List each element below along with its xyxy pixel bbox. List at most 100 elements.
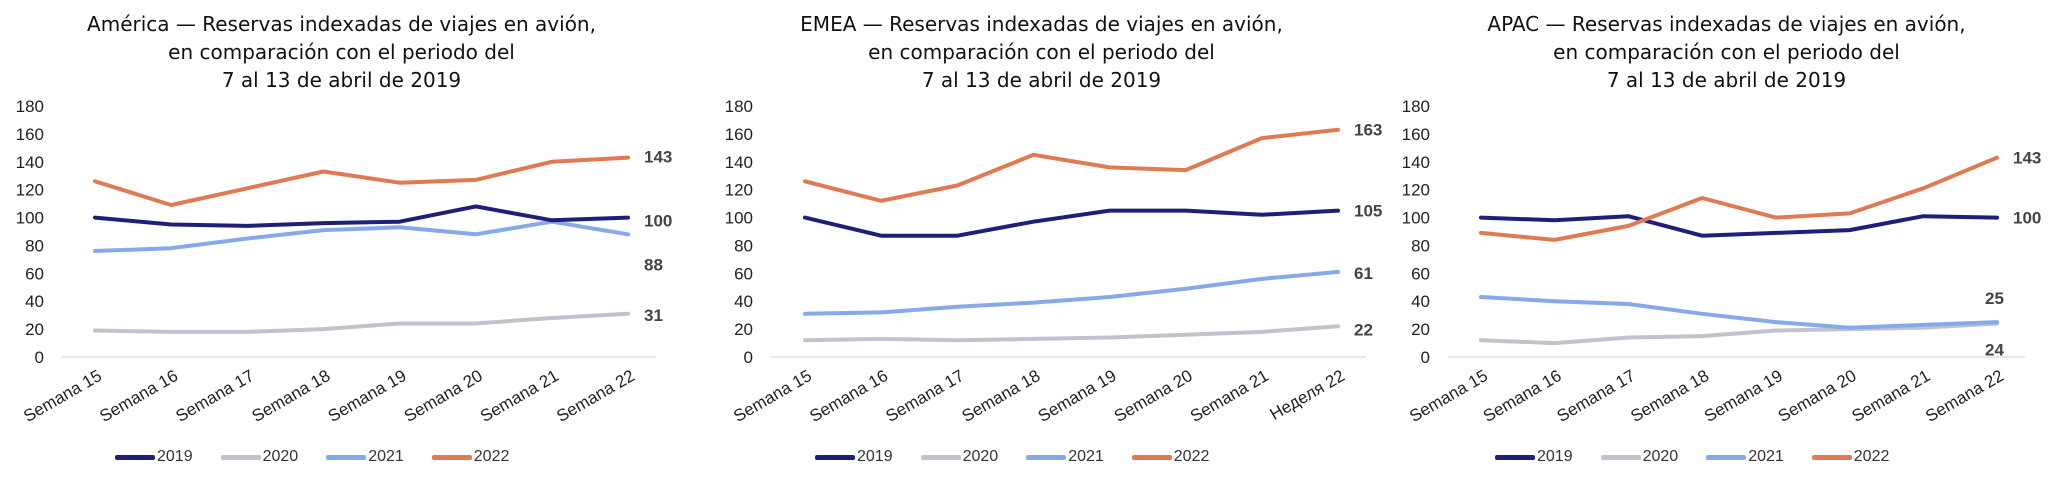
legend-item-2022: 2022: [1131, 448, 1209, 466]
legend-swatch: [1600, 454, 1641, 460]
legend-swatch: [115, 454, 155, 460]
chart-title-line: APAC — Reservas indexadas de viajes en a…: [1487, 12, 1966, 36]
chart-title: América — Reservas indexadas de viajes e…: [0, 10, 683, 94]
chart-panel-apac: APAC — Reservas indexadas de viajes en a…: [1385, 0, 2048, 500]
legend-item-2021: 2021: [326, 448, 404, 466]
y-tick-label: 20: [1411, 320, 1430, 339]
y-tick-label: 20: [25, 320, 44, 339]
series-line-2021: [1479, 295, 1999, 330]
x-tick-label: Semana 18: [1627, 366, 1712, 426]
series-line-2019: [803, 208, 1340, 238]
data-label-2022: 163: [1354, 121, 1382, 140]
y-tick-label: 40: [25, 292, 44, 311]
x-tick-label: Semana 21: [477, 366, 562, 426]
chart-panel-america: América — Reservas indexadas de viajes e…: [0, 0, 683, 500]
legend-swatch: [1495, 454, 1535, 460]
y-tick-label: 140: [1402, 153, 1430, 172]
x-tick-label: Semana 21: [1187, 366, 1272, 426]
data-label-2020: 31: [644, 306, 663, 325]
y-tick-label: 60: [1411, 264, 1430, 283]
series-line-2022: [1479, 155, 1999, 242]
legend-swatch: [220, 454, 261, 460]
y-tick-label: 80: [1411, 236, 1430, 255]
data-label-2019: 100: [2013, 209, 2041, 228]
chart-panel-emea: EMEA — Reservas indexadas de viajes en a…: [700, 0, 1383, 500]
y-tick-label: 120: [725, 181, 753, 200]
legend-item-2019: 2019: [115, 448, 193, 466]
x-tick-label: Semana 21: [1848, 366, 1933, 426]
y-tick-label: 120: [1402, 181, 1430, 200]
x-tick-label: Semana 20: [1775, 366, 1860, 426]
x-tick-label: Semana 17: [1554, 366, 1639, 426]
chart-title-line: en comparación con el periodo del: [868, 40, 1215, 64]
y-tick-label: 180: [1402, 97, 1430, 116]
legend-label: 2020: [262, 448, 299, 465]
y-tick-label: 0: [35, 348, 44, 367]
legend-item-2022: 2022: [1811, 448, 1890, 466]
legend-swatch: [1131, 454, 1172, 460]
y-tick-label: 160: [16, 125, 44, 144]
x-tick-label: Semana 15: [730, 366, 815, 426]
legend-swatch: [1026, 454, 1067, 460]
x-tick-label: Неделя 22: [1267, 366, 1348, 424]
x-tick-label: Semana 19: [1701, 366, 1786, 426]
y-tick-label: 160: [1402, 125, 1430, 144]
legend-label: 2022: [473, 448, 510, 465]
y-tick-label: 140: [725, 153, 753, 172]
y-tick-label: 160: [725, 125, 753, 144]
chart-title-line: América — Reservas indexadas de viajes e…: [87, 12, 596, 36]
x-tick-label: Semana 16: [96, 366, 181, 426]
legend-label: 2021: [1068, 448, 1104, 465]
legend-label: 2021: [1748, 448, 1784, 465]
series-line-2020: [803, 324, 1340, 343]
legend-item-2020: 2020: [920, 448, 998, 466]
x-tick-label: Semana 20: [401, 366, 486, 426]
series-line-2020: [1479, 321, 1999, 346]
data-label-2021: 61: [1354, 264, 1373, 283]
x-tick-label: Semana 19: [325, 366, 410, 426]
legend-label: 2022: [1853, 448, 1890, 465]
legend-swatch: [920, 454, 961, 460]
legend-swatch: [326, 454, 367, 460]
y-tick-label: 0: [744, 348, 753, 367]
legend-item-2019: 2019: [815, 448, 893, 466]
y-tick-label: 100: [16, 209, 44, 228]
series-line-2021: [803, 269, 1340, 316]
chart-legend: 2019 2020 2021 2022: [1495, 448, 1917, 466]
legend-label: 2021: [368, 448, 404, 465]
chart-title-line: EMEA — Reservas indexadas de viajes en a…: [800, 12, 1283, 36]
series-line-2021: [93, 219, 630, 253]
y-tick-label: 140: [16, 153, 44, 172]
x-tick-label: Semana 20: [1111, 366, 1196, 426]
legend-swatch: [1706, 454, 1747, 460]
x-tick-label: Semana 17: [172, 366, 257, 426]
data-label-2020: 22: [1354, 320, 1373, 339]
x-tick-label: Semana 17: [882, 366, 967, 426]
series-line-2020: [93, 311, 630, 334]
y-tick-label: 100: [725, 209, 753, 228]
chart-legend: 2019 2020 2021 2022: [815, 448, 1237, 466]
legend-label: 2019: [857, 448, 893, 465]
chart-legend: 2019 2020 2021 2022: [115, 448, 537, 466]
x-tick-label: Semana 15: [20, 366, 105, 426]
data-label-2021: 88: [644, 255, 663, 274]
x-tick-label: Semana 16: [1480, 366, 1565, 426]
y-tick-label: 40: [734, 292, 753, 311]
chart-title: EMEA — Reservas indexadas de viajes en a…: [700, 10, 1383, 94]
y-tick-label: 180: [725, 97, 753, 116]
data-label-2022: 143: [644, 148, 672, 167]
legend-label: 2020: [1642, 448, 1679, 465]
legend-label: 2019: [157, 448, 193, 465]
y-tick-label: 60: [25, 264, 44, 283]
chart-title: APAC — Reservas indexadas de viajes en a…: [1385, 10, 2048, 94]
chart-title-line: 7 al 13 de abril de 2019: [1606, 68, 1847, 92]
legend-item-2021: 2021: [1706, 448, 1784, 466]
x-tick-label: Semana 18: [959, 366, 1044, 426]
x-tick-label: Semana 16: [806, 366, 891, 426]
data-label-2021: 25: [1985, 289, 2004, 308]
legend-item-2021: 2021: [1026, 448, 1104, 466]
data-label-2019: 100: [644, 212, 672, 231]
